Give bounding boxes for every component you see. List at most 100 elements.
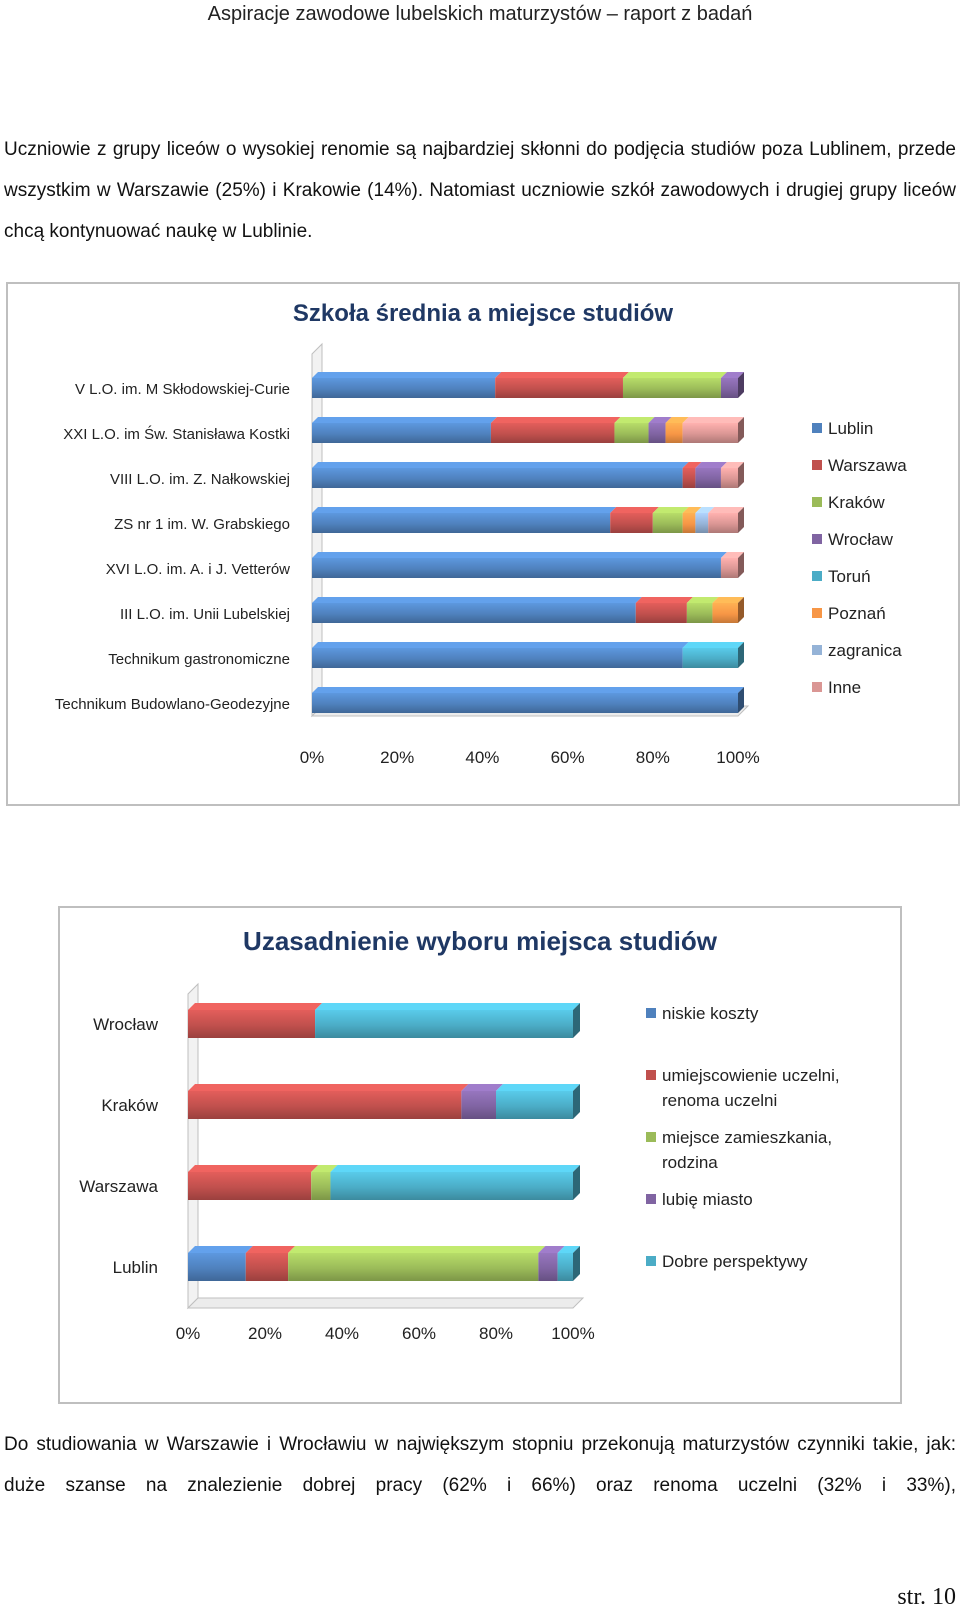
legend-label: umiejscowienie uczelni,	[662, 1066, 840, 1085]
legend-swatch	[812, 534, 822, 544]
category-label: VIII L.O. im. Z. Nałkowskiej	[110, 471, 290, 488]
legend-item: Poznań	[812, 604, 886, 623]
legend-label: niskie koszty	[662, 1004, 759, 1023]
bar-segment	[490, 417, 621, 443]
x-tick-label: 100%	[551, 1324, 594, 1343]
x-tick-label: 0%	[176, 1324, 201, 1343]
legend-item: niskie koszty	[646, 1004, 759, 1023]
bar-segment	[312, 552, 727, 578]
bar-segment	[614, 417, 655, 443]
bar-segment	[495, 372, 629, 398]
bar-segment	[312, 507, 617, 533]
running-header: Aspiracje zawodowe lubelskich maturzystó…	[207, 3, 753, 25]
category-label: ZS nr 1 im. W. Grabskiego	[114, 516, 290, 533]
bar-segment	[188, 1246, 253, 1281]
legend-swatch	[646, 1132, 656, 1142]
bar-segment	[720, 372, 744, 398]
bar-segment	[682, 462, 702, 488]
legend-label: Inne	[828, 678, 861, 697]
legend-label: Lublin	[828, 419, 873, 438]
bar-segment	[496, 1084, 580, 1119]
x-tick-label: 20%	[248, 1324, 282, 1343]
category-label: III L.O. im. Unii Lubelskiej	[120, 606, 290, 623]
legend-swatch	[812, 460, 822, 470]
category-label: XVI L.O. im. A. i J. Vetterów	[106, 561, 290, 578]
bar-segment	[712, 597, 744, 623]
category-label: Warszawa	[79, 1177, 158, 1196]
legend-item: miejsce zamieszkania, rodzina	[646, 1128, 832, 1172]
page-number: str. 10	[897, 1584, 956, 1610]
legend-item: zagranica	[812, 641, 902, 660]
legend-label: Toruń	[828, 567, 871, 586]
legend-label: lubię miasto	[662, 1190, 753, 1209]
legend-item: Dobre perspektywy	[646, 1252, 808, 1271]
legend-label: rodzina	[662, 1153, 718, 1172]
category-label: XXI L.O. im Św. Stanisława Kostki	[63, 425, 290, 443]
bar-segment	[708, 507, 744, 533]
category-label: Kraków	[101, 1096, 158, 1115]
legend-label: Kraków	[828, 493, 885, 512]
chart-school-vs-study-city: Szkoła średnia a miejsce studiów V L.O. …	[6, 282, 960, 806]
bar-segment	[557, 1246, 580, 1281]
bar-segment	[312, 462, 689, 488]
bar-segment	[315, 1003, 580, 1038]
legend-label: zagranica	[828, 641, 902, 660]
x-tick-label: 80%	[479, 1324, 513, 1343]
x-tick-label: 60%	[551, 748, 585, 767]
category-label: Technikum gastronomiczne	[108, 651, 290, 668]
intro-paragraph: Uczniowie z grupy liceów o wysokiej reno…	[4, 139, 956, 242]
category-label: Wrocław	[93, 1015, 159, 1034]
legend-item: lubię miasto	[646, 1190, 753, 1209]
legend-label: Warszawa	[828, 456, 907, 475]
x-tick-label: 80%	[636, 748, 670, 767]
legend-label: Dobre perspektywy	[662, 1252, 808, 1271]
bar-segment	[312, 372, 502, 398]
chart-title: Uzasadnienie wyboru miejsca studiów	[243, 926, 717, 956]
legend-label: miejsce zamieszkania,	[662, 1128, 832, 1147]
bar-segment	[188, 1165, 319, 1200]
legend-item: Wrocław	[812, 530, 894, 549]
bar-segment	[245, 1246, 296, 1281]
bar-segment	[686, 597, 719, 623]
legend-swatch	[812, 571, 822, 581]
bar-segment	[652, 507, 689, 533]
category-label: Technikum Budowlano-Geodezyjne	[55, 696, 290, 713]
x-tick-label: 40%	[465, 748, 499, 767]
chart-title: Szkoła średnia a miejsce studiów	[292, 300, 674, 327]
bar-segment	[665, 417, 689, 443]
x-tick-label: 0%	[300, 748, 325, 767]
legend-label: Poznań	[828, 604, 886, 623]
bar-segment	[720, 552, 744, 578]
bar-segment	[635, 597, 693, 623]
bar-segment	[695, 462, 727, 488]
bar-segment	[682, 507, 702, 533]
bar-segment	[682, 642, 744, 668]
bar-segment	[538, 1246, 565, 1281]
bar-segment	[461, 1084, 503, 1119]
chart-plot: V L.O. im. M Skłodowskiej-Curie XXI L.O. …	[55, 342, 907, 767]
legend-swatch	[646, 1256, 656, 1266]
legend-item: umiejscowienie uczelni, renoma uczelni	[646, 1066, 840, 1110]
category-label: V L.O. im. M Skłodowskiej-Curie	[75, 381, 290, 398]
legend-label: Wrocław	[828, 530, 894, 549]
bar-segment	[312, 597, 642, 623]
bar-segment	[682, 417, 744, 443]
legend-item: Warszawa	[812, 456, 907, 475]
bar-segment	[695, 507, 715, 533]
bar-segment	[330, 1165, 580, 1200]
legend-swatch	[812, 497, 822, 507]
bar-segment	[188, 1084, 469, 1119]
category-label: Lublin	[113, 1258, 158, 1277]
chart-study-city-reasons: Uzasadnienie wyboru miejsca studiów Wroc…	[58, 906, 902, 1404]
plot-walls	[186, 982, 585, 1310]
legend-swatch	[812, 645, 822, 655]
x-tick-label: 20%	[380, 748, 414, 767]
x-tick-label: 100%	[716, 748, 759, 767]
legend-item: Toruń	[812, 567, 871, 586]
legend-item: Inne	[812, 678, 861, 697]
legend-swatch	[646, 1194, 656, 1204]
legend-item: Kraków	[812, 493, 885, 512]
bar-segment	[312, 642, 689, 668]
bar-segment	[610, 507, 659, 533]
bar-segment	[720, 462, 744, 488]
